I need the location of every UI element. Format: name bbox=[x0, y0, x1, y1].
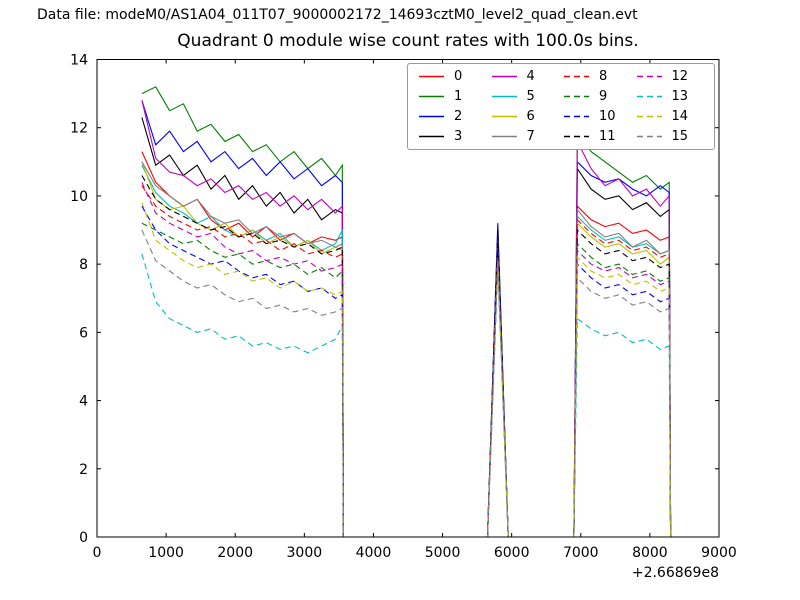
legend-line-swatch bbox=[419, 135, 444, 137]
legend-entry-5: 5 bbox=[491, 87, 564, 107]
legend-label: 2 bbox=[454, 108, 463, 124]
legend-label: 13 bbox=[671, 89, 689, 105]
legend-line-swatch bbox=[636, 135, 662, 137]
legend-line-swatch bbox=[636, 76, 662, 78]
axes-border bbox=[96, 59, 720, 538]
x-tick-label: 9000 bbox=[701, 545, 737, 561]
legend-entry-9: 9 bbox=[563, 87, 636, 107]
legend-entry-10: 10 bbox=[563, 107, 636, 127]
legend-entry-3: 3 bbox=[418, 126, 491, 146]
series-line-11 bbox=[141, 175, 672, 538]
legend-entry-15: 15 bbox=[636, 126, 709, 146]
legend-label: 15 bbox=[671, 128, 689, 144]
series-line-9 bbox=[141, 222, 672, 538]
series-line-10 bbox=[141, 205, 672, 538]
x-tick-label: 5000 bbox=[425, 545, 461, 561]
series-line-2 bbox=[141, 100, 672, 538]
legend-line-swatch bbox=[419, 76, 444, 78]
legend-entry-13: 13 bbox=[636, 87, 709, 107]
x-tick-label: 2000 bbox=[217, 545, 253, 561]
legend-entry-8: 8 bbox=[563, 67, 636, 87]
legend-label: 14 bbox=[671, 108, 689, 124]
x-tick-label: 7000 bbox=[563, 545, 599, 561]
legend-entry-11: 11 bbox=[563, 126, 636, 146]
legend-label: 1 bbox=[454, 89, 463, 105]
x-tick-label: 3000 bbox=[287, 545, 323, 561]
series-line-1 bbox=[141, 86, 672, 538]
legend-label: 9 bbox=[599, 89, 608, 105]
legend-line-swatch bbox=[419, 95, 444, 98]
legend-line-swatch bbox=[564, 95, 589, 98]
series-line-13 bbox=[141, 253, 672, 538]
y-tick-label: 2 bbox=[79, 462, 88, 478]
legend-label: 7 bbox=[526, 128, 535, 144]
legend-line-swatch bbox=[491, 95, 517, 98]
legend-entry-0: 0 bbox=[418, 67, 491, 87]
chart-title: Quadrant 0 module wise count rates with … bbox=[177, 31, 639, 51]
series-line-14 bbox=[141, 202, 672, 538]
x-axis-offset-label: +2.66869e8 bbox=[632, 565, 719, 581]
series-line-4 bbox=[141, 100, 672, 538]
series-line-7 bbox=[141, 161, 672, 538]
legend-label: 11 bbox=[599, 128, 616, 144]
legend-line-swatch bbox=[419, 115, 444, 118]
series-line-6 bbox=[141, 161, 672, 538]
legend-line-swatch bbox=[636, 115, 662, 118]
y-tick-label: 0 bbox=[79, 530, 88, 546]
legend-entry-14: 14 bbox=[636, 107, 709, 127]
legend-entry-12: 12 bbox=[636, 67, 709, 87]
y-tick-label: 8 bbox=[79, 257, 88, 273]
y-tick-label: 10 bbox=[70, 189, 88, 205]
legend-line-swatch bbox=[491, 135, 517, 137]
legend-line-swatch bbox=[564, 135, 589, 137]
legend-line-swatch bbox=[564, 76, 589, 78]
legend-label: 10 bbox=[599, 108, 616, 124]
y-tick-label: 12 bbox=[70, 121, 88, 137]
legend-label: 4 bbox=[526, 69, 535, 85]
legend-label: 8 bbox=[599, 69, 608, 85]
series-line-8 bbox=[141, 185, 672, 538]
legend-line-swatch bbox=[564, 115, 589, 118]
legend-line-swatch bbox=[491, 76, 517, 78]
series-line-12 bbox=[141, 182, 672, 538]
legend-entry-1: 1 bbox=[418, 87, 491, 107]
legend-label: 3 bbox=[454, 128, 463, 144]
legend-entry-7: 7 bbox=[491, 126, 564, 146]
series-line-0 bbox=[141, 151, 672, 538]
legend-entry-2: 2 bbox=[418, 107, 491, 127]
data-file-label: Data file: modeM0/AS1A04_011T07_90000021… bbox=[37, 7, 638, 23]
x-tick-label: 4000 bbox=[356, 545, 392, 561]
x-tick-label: 0 bbox=[93, 545, 102, 561]
x-tick-label: 8000 bbox=[632, 545, 668, 561]
y-tick-label: 6 bbox=[79, 325, 88, 341]
legend: 0 1 2 3 4 5 6 7 8 9 10 11 12 13 14 15 bbox=[407, 63, 715, 150]
legend-label: 6 bbox=[526, 108, 535, 124]
legend-entry-4: 4 bbox=[491, 67, 564, 87]
legend-line-swatch bbox=[491, 115, 517, 118]
series-line-5 bbox=[141, 164, 672, 538]
x-tick-label: 1000 bbox=[148, 545, 184, 561]
legend-line-swatch bbox=[636, 95, 662, 98]
legend-entry-6: 6 bbox=[491, 107, 564, 127]
series-line-15 bbox=[141, 229, 672, 538]
series-line-3 bbox=[141, 117, 672, 538]
legend-label: 5 bbox=[526, 89, 535, 105]
legend-label: 0 bbox=[454, 69, 463, 85]
x-tick-label: 6000 bbox=[494, 545, 530, 561]
y-tick-label: 4 bbox=[79, 394, 88, 410]
y-tick-label: 14 bbox=[70, 53, 88, 69]
legend-label: 12 bbox=[671, 69, 689, 85]
